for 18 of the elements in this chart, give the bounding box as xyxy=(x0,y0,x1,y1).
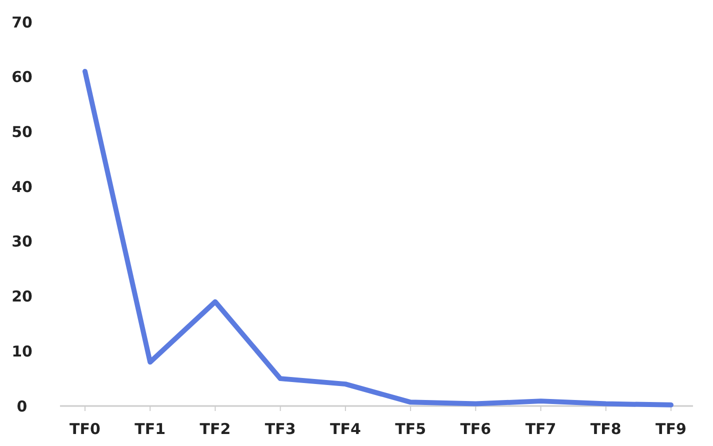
x-tick-label: TF4 xyxy=(330,420,361,438)
y-tick-label: 20 xyxy=(12,288,32,306)
y-tick-label: 40 xyxy=(12,178,32,196)
x-tick-label: TF2 xyxy=(200,420,231,438)
x-tick-label: TF1 xyxy=(134,420,166,438)
x-tick-label: TF6 xyxy=(460,420,492,438)
y-tick-label: 50 xyxy=(12,122,32,141)
x-tick-label: TF0 xyxy=(70,420,100,438)
x-tick-label: TF7 xyxy=(525,420,556,438)
x-tick-label: TF3 xyxy=(264,420,296,438)
y-tick-label: 30 xyxy=(12,232,32,251)
y-tick-label: 0 xyxy=(16,397,28,416)
y-tick-label: 60 xyxy=(12,68,32,86)
x-tick-label: TF9 xyxy=(656,420,686,438)
x-tick-label: TF8 xyxy=(590,420,622,438)
y-tick-label: 70 xyxy=(12,13,32,32)
y-tick-label: 10 xyxy=(12,342,32,360)
x-tick-label: TF5 xyxy=(395,420,426,438)
